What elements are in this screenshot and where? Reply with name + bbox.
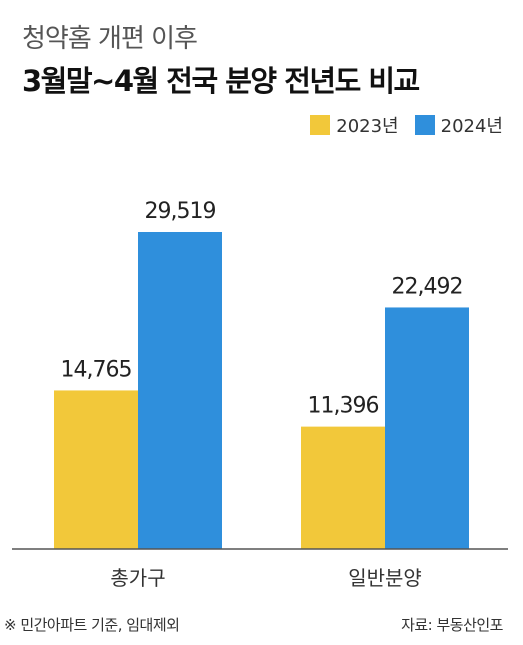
data-label-2023-0: 14,765 [61, 357, 132, 382]
chart-subtitle: 청약홈 개편 이후 [22, 24, 198, 54]
legend-item-2024: 2024년 [414, 112, 503, 138]
legend-label-2023: 2023년 [336, 116, 399, 137]
bar-2024-0 [138, 232, 222, 549]
legend-label-2024: 2024년 [440, 116, 503, 137]
legend: 2023년 2024년 [310, 112, 503, 138]
legend-swatch-2024 [414, 115, 435, 135]
legend-swatch-2023 [310, 115, 331, 135]
bar-2023-1 [301, 426, 385, 549]
category-label-0: 총가구 [110, 566, 165, 590]
bar-2023-0 [54, 390, 138, 549]
chart-title: 3월말~4월 전국 분양 전년도 비교 [22, 64, 420, 98]
data-label-2024-0: 29,519 [145, 199, 216, 224]
category-label-1: 일반분양 [348, 566, 422, 590]
data-label-2023-1: 11,396 [308, 394, 379, 419]
data-label-2024-1: 22,492 [392, 274, 463, 299]
bar-2024-1 [385, 307, 469, 549]
legend-item-2023: 2023년 [310, 112, 399, 138]
source-note: 자료: 부동산인포 [401, 616, 503, 634]
footnote: ※ 민간아파트 기준, 임대제외 [4, 616, 180, 634]
